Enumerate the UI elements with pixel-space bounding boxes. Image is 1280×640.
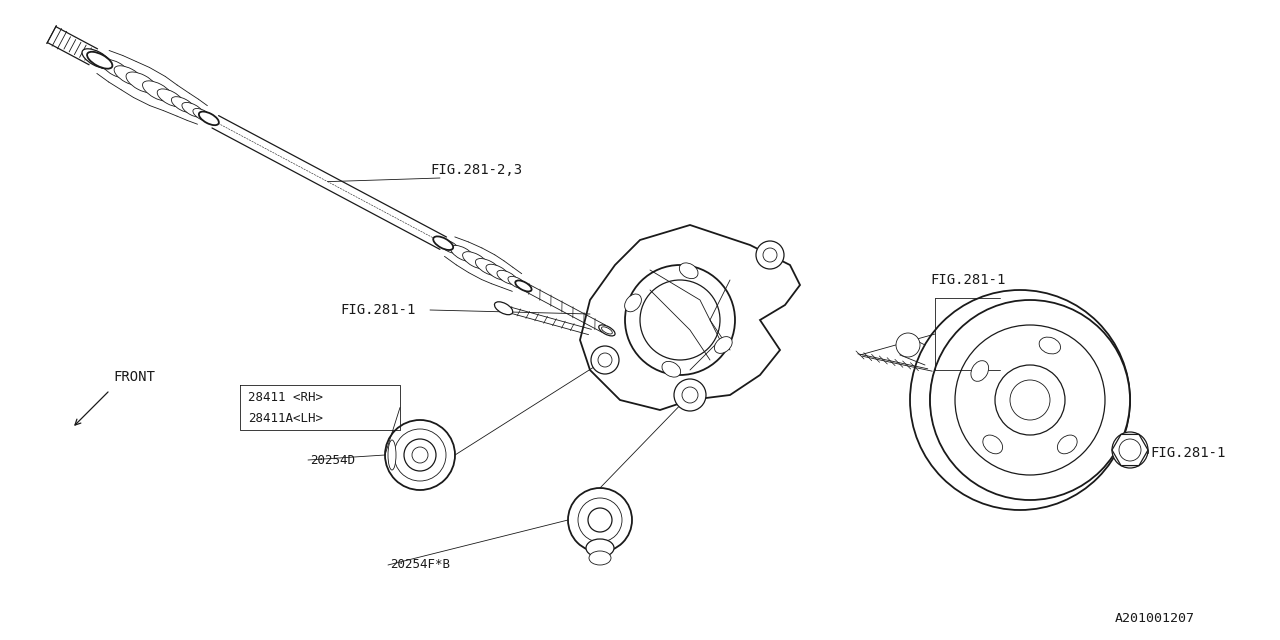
- Ellipse shape: [451, 246, 475, 262]
- Ellipse shape: [586, 539, 614, 557]
- Ellipse shape: [680, 263, 698, 278]
- Ellipse shape: [157, 89, 183, 107]
- Circle shape: [931, 310, 1110, 490]
- Circle shape: [1112, 432, 1148, 468]
- Ellipse shape: [433, 236, 453, 250]
- Circle shape: [756, 241, 785, 269]
- Ellipse shape: [172, 97, 195, 113]
- Text: 20254D: 20254D: [310, 454, 355, 467]
- Circle shape: [579, 498, 622, 542]
- Ellipse shape: [494, 302, 513, 315]
- Ellipse shape: [983, 435, 1002, 454]
- Ellipse shape: [662, 362, 681, 377]
- Ellipse shape: [1057, 435, 1078, 454]
- Circle shape: [404, 439, 436, 471]
- Ellipse shape: [497, 270, 518, 284]
- Ellipse shape: [602, 327, 612, 334]
- Ellipse shape: [182, 102, 204, 117]
- Ellipse shape: [125, 72, 157, 93]
- Circle shape: [591, 346, 620, 374]
- Circle shape: [682, 387, 698, 403]
- Circle shape: [394, 429, 445, 481]
- Ellipse shape: [625, 294, 641, 312]
- Circle shape: [910, 290, 1130, 510]
- Ellipse shape: [599, 325, 616, 336]
- Text: FIG.281-1: FIG.281-1: [340, 303, 416, 317]
- Ellipse shape: [439, 240, 460, 253]
- Text: 20254F*B: 20254F*B: [390, 559, 451, 572]
- Circle shape: [385, 420, 454, 490]
- Ellipse shape: [193, 109, 212, 122]
- Ellipse shape: [486, 264, 509, 280]
- Circle shape: [640, 280, 721, 360]
- Circle shape: [625, 265, 735, 375]
- Circle shape: [675, 379, 707, 411]
- Ellipse shape: [589, 551, 611, 565]
- Circle shape: [1010, 380, 1050, 420]
- Ellipse shape: [82, 49, 111, 68]
- Circle shape: [896, 333, 920, 357]
- Ellipse shape: [114, 66, 143, 86]
- Circle shape: [931, 300, 1130, 500]
- Circle shape: [763, 248, 777, 262]
- Text: FIG.281-1: FIG.281-1: [1149, 446, 1225, 460]
- Ellipse shape: [91, 54, 115, 70]
- Ellipse shape: [475, 259, 500, 276]
- Ellipse shape: [972, 361, 988, 381]
- Ellipse shape: [102, 60, 129, 78]
- Text: 28411 <RH>: 28411 <RH>: [248, 390, 323, 403]
- Ellipse shape: [1039, 337, 1061, 354]
- Ellipse shape: [714, 337, 732, 353]
- Circle shape: [568, 488, 632, 552]
- Text: 28411A<LH>: 28411A<LH>: [248, 412, 323, 424]
- Circle shape: [598, 353, 612, 367]
- Ellipse shape: [142, 81, 173, 101]
- Ellipse shape: [388, 440, 396, 470]
- Ellipse shape: [508, 276, 526, 289]
- Ellipse shape: [516, 280, 531, 291]
- Ellipse shape: [198, 111, 219, 125]
- Circle shape: [955, 325, 1105, 475]
- Text: A201001207: A201001207: [1115, 611, 1196, 625]
- Ellipse shape: [87, 52, 113, 68]
- Text: FIG.281-1: FIG.281-1: [931, 273, 1005, 287]
- Circle shape: [1119, 439, 1140, 461]
- Text: FIG.281-2,3: FIG.281-2,3: [430, 163, 522, 177]
- Text: FRONT: FRONT: [113, 370, 155, 384]
- Circle shape: [412, 447, 428, 463]
- Polygon shape: [580, 225, 800, 410]
- Circle shape: [995, 365, 1065, 435]
- Ellipse shape: [462, 252, 488, 269]
- Circle shape: [588, 508, 612, 532]
